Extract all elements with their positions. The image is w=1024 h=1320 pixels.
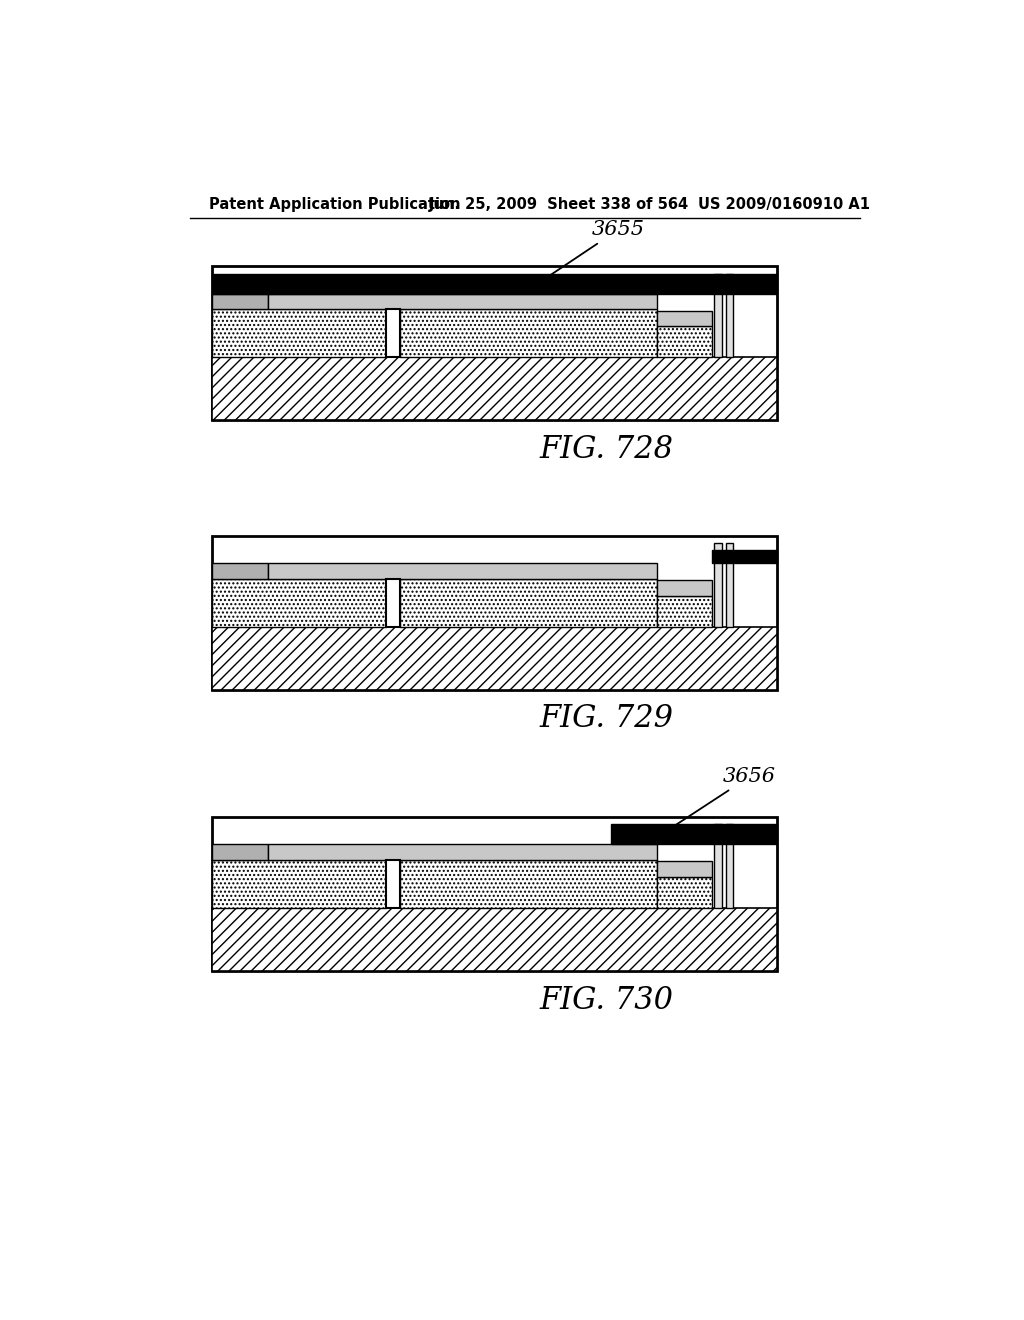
Bar <box>212 294 267 309</box>
Bar <box>267 564 657 579</box>
Text: 3655: 3655 <box>540 220 644 282</box>
Text: 3656: 3656 <box>664 767 776 833</box>
Bar <box>611 825 712 845</box>
Bar <box>386 579 400 627</box>
Bar <box>657 595 712 627</box>
Bar <box>400 309 657 358</box>
Text: FIG. 729: FIG. 729 <box>540 704 674 734</box>
Bar <box>212 859 386 908</box>
Text: Jun. 25, 2009  Sheet 338 of 564: Jun. 25, 2009 Sheet 338 of 564 <box>429 197 689 213</box>
Bar <box>386 859 400 908</box>
Bar <box>726 275 733 358</box>
Bar <box>212 358 777 420</box>
Bar <box>712 825 777 845</box>
Bar <box>212 845 267 859</box>
Bar <box>267 845 657 859</box>
Bar <box>657 581 712 595</box>
Bar <box>657 862 712 876</box>
Bar <box>212 579 386 627</box>
Bar <box>212 817 777 970</box>
Bar <box>212 309 386 358</box>
Bar <box>212 908 777 970</box>
Bar <box>212 627 777 689</box>
Bar <box>400 859 657 908</box>
Bar <box>714 544 722 627</box>
Bar <box>714 825 722 908</box>
Bar <box>400 579 657 627</box>
Bar <box>212 275 712 294</box>
Bar <box>712 275 777 294</box>
Bar <box>714 275 722 358</box>
Bar <box>267 294 657 309</box>
Text: FIG. 728: FIG. 728 <box>540 434 674 465</box>
Bar <box>726 544 733 627</box>
Bar <box>657 312 712 326</box>
Bar <box>212 536 777 689</box>
Bar <box>712 549 777 564</box>
Bar <box>212 267 777 420</box>
Bar <box>657 876 712 908</box>
Bar <box>726 825 733 908</box>
Text: Patent Application Publication: Patent Application Publication <box>209 197 461 213</box>
Bar <box>212 564 267 579</box>
Text: US 2009/0160910 A1: US 2009/0160910 A1 <box>697 197 869 213</box>
Bar <box>657 326 712 358</box>
Bar <box>386 309 400 358</box>
Text: FIG. 730: FIG. 730 <box>540 985 674 1015</box>
